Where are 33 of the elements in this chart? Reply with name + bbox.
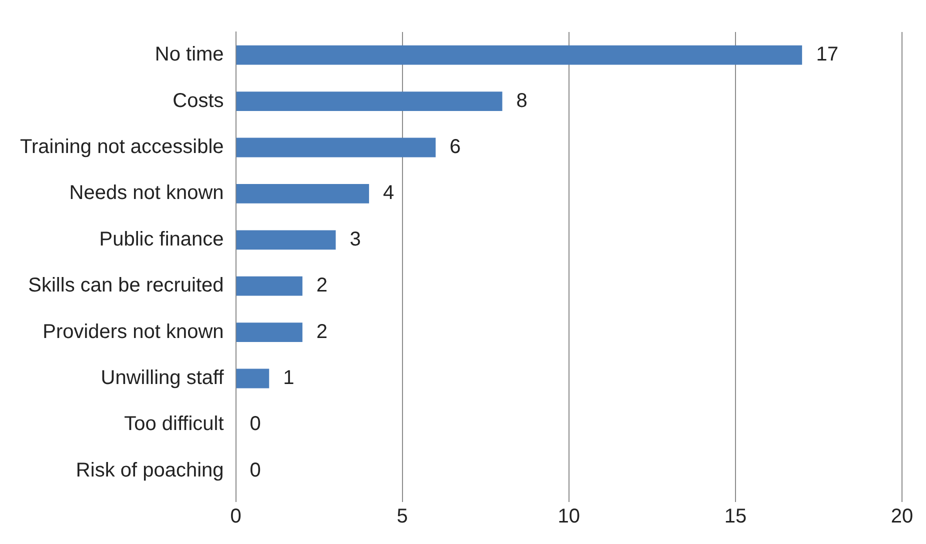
bar xyxy=(236,322,302,342)
x-tick-label: 15 xyxy=(724,506,747,528)
data-label: 17 xyxy=(816,44,838,66)
x-tick-label: 5 xyxy=(396,506,408,528)
y-tick-label: Training not accessible xyxy=(20,136,224,158)
bar xyxy=(236,276,302,296)
data-label: 6 xyxy=(450,136,461,158)
y-tick-label: Providers not known xyxy=(42,320,224,343)
bar xyxy=(236,368,270,388)
data-label: 1 xyxy=(283,367,294,390)
y-tick-label: Too difficult xyxy=(124,413,224,436)
bar xyxy=(236,92,502,111)
data-label: 0 xyxy=(250,459,261,482)
data-label: 0 xyxy=(250,413,261,436)
data-label: 8 xyxy=(516,90,528,112)
y-tick-label: Public finance xyxy=(99,228,224,250)
y-tick-label: Needs not known xyxy=(69,182,224,204)
data-label: 4 xyxy=(383,182,394,204)
y-tick-label: No time xyxy=(154,44,224,66)
data-label: 2 xyxy=(316,274,328,297)
y-tick-label: Costs xyxy=(172,90,224,112)
x-tick-label: 10 xyxy=(558,506,580,528)
data-label: 3 xyxy=(350,228,361,250)
bar xyxy=(236,184,370,204)
bar xyxy=(236,45,802,65)
y-tick-label: Unwilling staff xyxy=(100,367,224,390)
y-tick-label: Skills can be recruited xyxy=(28,274,224,297)
x-tick-label: 0 xyxy=(230,506,242,528)
x-tick-label: 20 xyxy=(890,506,914,528)
data-label: 2 xyxy=(316,320,328,343)
y-tick-label: Risk of poaching xyxy=(76,459,224,482)
bar xyxy=(236,138,436,158)
bar xyxy=(236,230,336,250)
